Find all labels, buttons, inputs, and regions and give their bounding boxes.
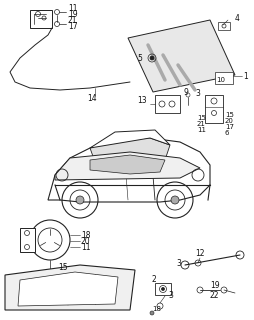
Circle shape [149, 56, 153, 60]
Polygon shape [20, 228, 35, 252]
Text: 13: 13 [136, 95, 146, 105]
Text: 6: 6 [224, 130, 229, 136]
Text: 5: 5 [136, 53, 141, 62]
Text: 20: 20 [224, 118, 233, 124]
Text: 12: 12 [194, 250, 204, 259]
Polygon shape [18, 272, 118, 306]
Text: 11: 11 [68, 4, 77, 12]
Bar [30, 10, 52, 28]
Polygon shape [48, 138, 209, 202]
Bar [154, 95, 179, 113]
Bar [154, 283, 170, 295]
Text: 22: 22 [209, 292, 219, 300]
Text: 18: 18 [151, 306, 160, 312]
Text: 10: 10 [215, 77, 224, 83]
Polygon shape [128, 20, 234, 92]
Text: 19: 19 [209, 281, 219, 290]
Circle shape [161, 287, 164, 291]
Text: 17: 17 [68, 21, 77, 30]
Text: 15: 15 [196, 115, 205, 121]
Text: 15: 15 [224, 112, 233, 118]
Text: 9: 9 [183, 87, 188, 97]
Bar [204, 95, 222, 123]
Text: 4: 4 [234, 13, 239, 22]
Circle shape [170, 196, 178, 204]
Text: 3: 3 [194, 89, 199, 98]
Bar [217, 22, 229, 30]
Circle shape [76, 196, 84, 204]
Polygon shape [55, 152, 199, 180]
Polygon shape [90, 130, 169, 148]
Text: 11: 11 [81, 243, 90, 252]
Polygon shape [5, 265, 134, 310]
Text: 3: 3 [175, 260, 180, 268]
Text: 20: 20 [81, 236, 90, 245]
Polygon shape [90, 138, 169, 162]
Text: 17: 17 [224, 124, 233, 130]
Text: 18: 18 [81, 230, 90, 239]
Text: 19: 19 [68, 10, 77, 19]
Bar [214, 72, 232, 84]
Text: 14: 14 [87, 93, 96, 102]
Polygon shape [90, 155, 164, 174]
Text: 1: 1 [242, 71, 247, 81]
Text: 21: 21 [68, 15, 77, 25]
Text: 2: 2 [151, 276, 156, 284]
Text: 15: 15 [58, 263, 67, 273]
Text: 11: 11 [196, 127, 205, 133]
Text: 3: 3 [167, 292, 172, 300]
Text: 21: 21 [196, 121, 205, 127]
Circle shape [149, 311, 153, 315]
